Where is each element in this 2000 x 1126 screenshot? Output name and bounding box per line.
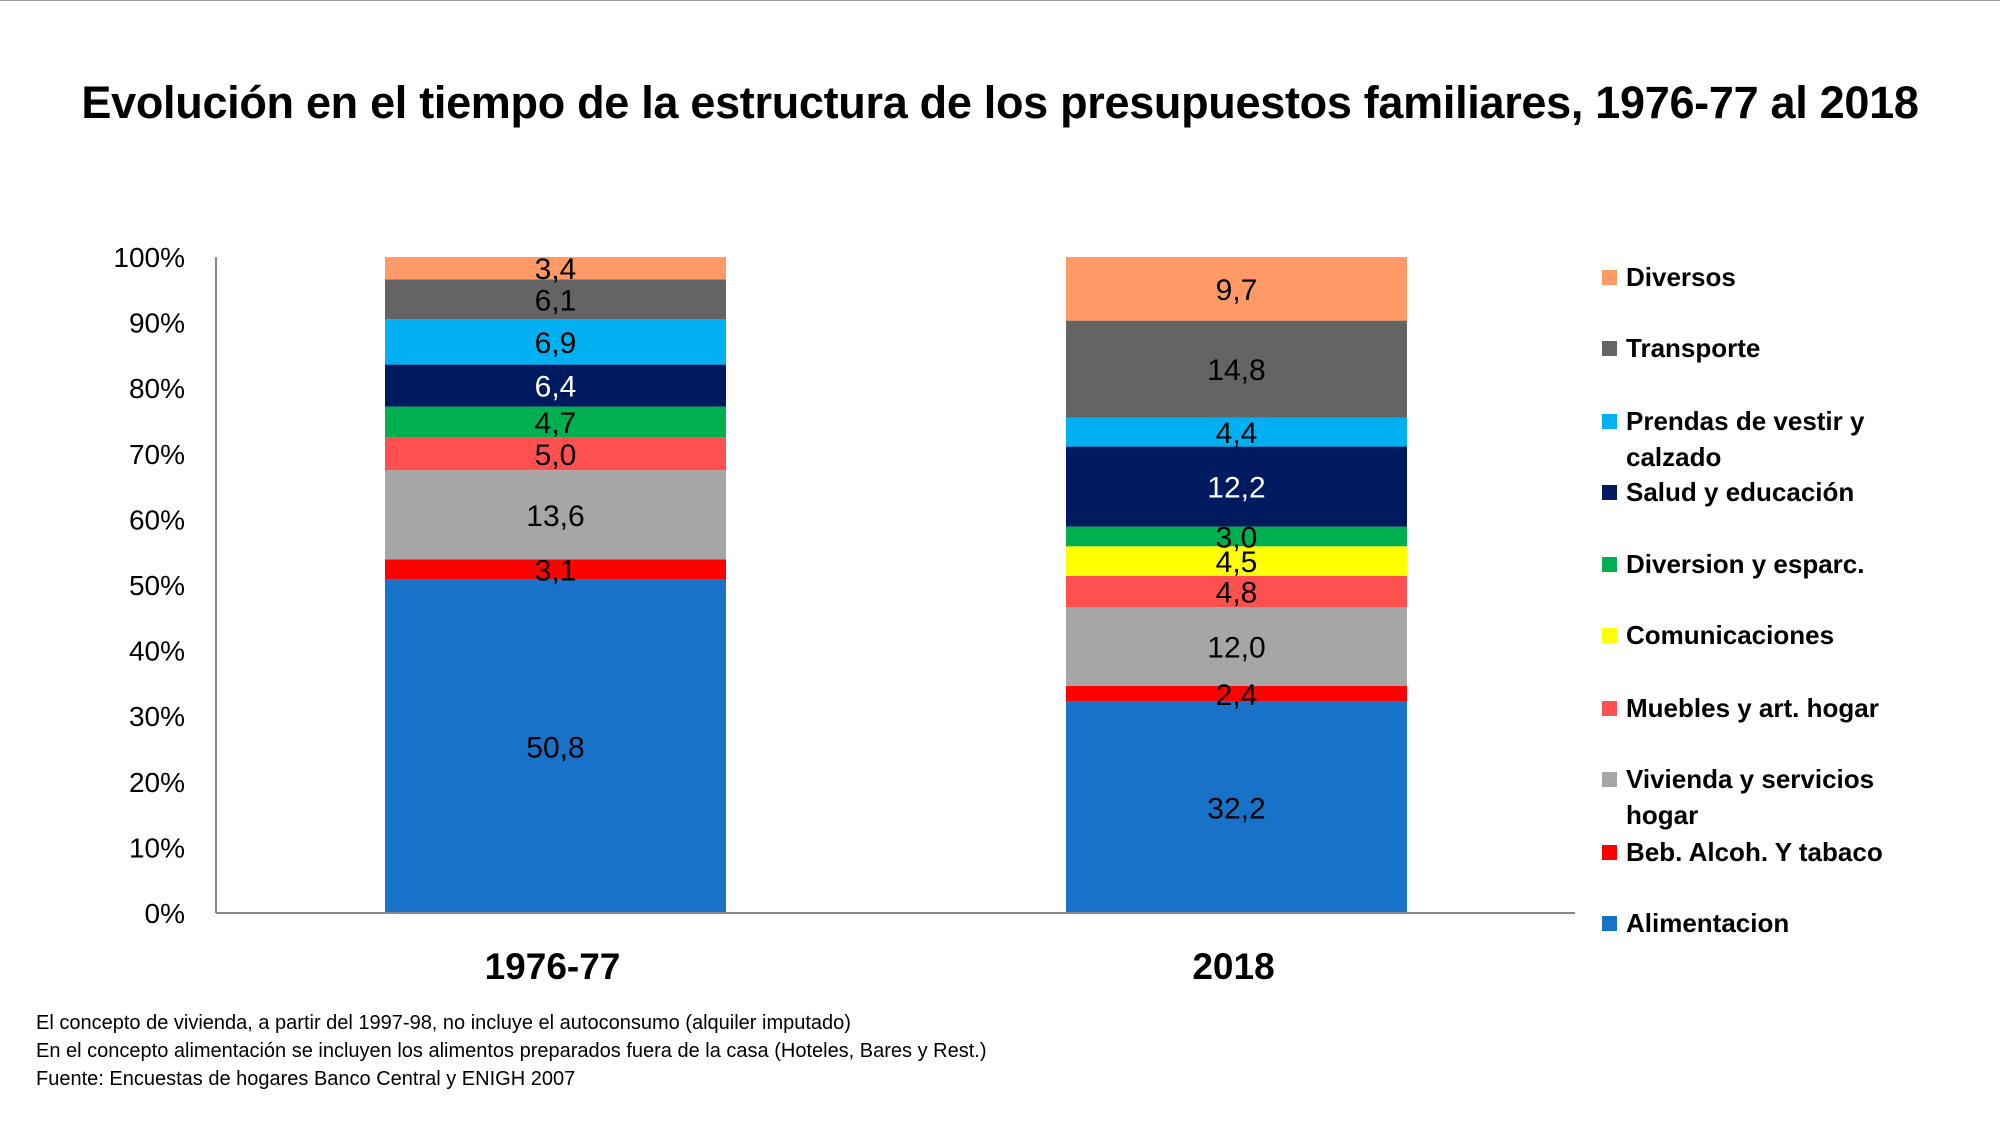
bar-segment	[385, 406, 726, 438]
bar-segment	[385, 437, 726, 471]
legend-swatch	[1602, 414, 1617, 429]
bar-segment	[1066, 446, 1407, 527]
data-label: 12,0	[1207, 632, 1265, 665]
y-tick-label: 10%	[129, 832, 185, 863]
footnote: Fuente: Encuestas de hogares Banco Centr…	[36, 1068, 576, 1090]
legend-label: Beb. Alcoh. Y tabaco	[1626, 837, 1883, 867]
x-tick-label: 1976-77	[485, 946, 621, 987]
bar-segment	[1066, 607, 1407, 687]
legend-label: Comunicaciones	[1626, 620, 1835, 650]
y-tick-label: 20%	[129, 767, 185, 798]
legend-swatch	[1602, 701, 1617, 716]
y-tick-label: 100%	[113, 242, 185, 273]
legend-swatch	[1602, 557, 1617, 572]
bar-segment	[385, 279, 726, 320]
data-label: 50,8	[526, 731, 584, 764]
chart-title: Evolución en el tiempo de la estructura …	[81, 77, 1919, 128]
data-label: 9,7	[1216, 274, 1258, 307]
y-tick-label: 40%	[129, 636, 185, 667]
y-tick-label: 50%	[129, 570, 185, 601]
y-tick-label: 90%	[129, 308, 185, 339]
bar-segment	[1066, 526, 1407, 547]
bar-segment	[1066, 546, 1407, 576]
bar-segment	[1066, 417, 1407, 447]
bar-segment	[1066, 320, 1407, 418]
y-tick-label: 60%	[129, 504, 185, 535]
data-label: 4,7	[535, 407, 577, 440]
bar-segment	[385, 319, 726, 365]
legend-label: Diversion y esparc.	[1626, 549, 1865, 579]
bar-segment	[385, 470, 726, 560]
data-label: 4,5	[1216, 546, 1258, 579]
y-tick-label: 0%	[145, 898, 185, 929]
data-label: 2,4	[1216, 679, 1258, 712]
bar-segment	[385, 559, 726, 580]
footnotes: El concepto de vivienda, a partir del 19…	[36, 1009, 987, 1093]
data-label: 32,2	[1207, 792, 1265, 825]
data-label: 6,1	[535, 284, 577, 317]
legend-swatch	[1602, 341, 1617, 356]
legend-label: Vivienda y servicios hogar	[1626, 764, 1875, 830]
bar-segment	[1066, 701, 1407, 913]
legend-swatch	[1602, 270, 1617, 285]
legend-label: Prendas de vestir y calzado	[1626, 406, 1865, 472]
data-label: 14,8	[1207, 354, 1265, 387]
data-label: 6,4	[535, 371, 577, 404]
bar-segment	[385, 579, 726, 913]
data-label: 4,8	[1216, 577, 1258, 610]
bar-segment	[1066, 575, 1407, 608]
bar-segment	[1066, 257, 1407, 321]
data-label: 3,4	[535, 253, 577, 286]
legend-label: Muebles y art. hogar	[1626, 693, 1879, 723]
footnote: En el concepto alimentación se incluyen …	[36, 1040, 987, 1062]
data-label: 5,0	[535, 439, 577, 472]
data-label: 3,1	[535, 555, 577, 588]
legend-label: Alimentacion	[1626, 908, 1790, 938]
legend-label: Diversos	[1626, 262, 1736, 292]
bar-segment	[385, 257, 726, 280]
legend-swatch	[1602, 845, 1617, 860]
x-tick-label: 2018	[1192, 946, 1274, 987]
data-label: 12,2	[1207, 472, 1265, 505]
y-tick-label: 70%	[129, 439, 185, 470]
legend-swatch	[1602, 772, 1617, 787]
data-label: 13,6	[526, 500, 584, 533]
bar-segment	[385, 364, 726, 407]
data-label: 3,0	[1216, 521, 1258, 554]
data-label: 4,4	[1216, 417, 1258, 450]
legend-swatch	[1602, 916, 1617, 931]
legend-label: Transporte	[1626, 333, 1761, 363]
legend-label: Salud y educación	[1626, 477, 1855, 507]
footnote: El concepto de vivienda, a partir del 19…	[36, 1012, 851, 1034]
data-label: 6,9	[535, 327, 577, 360]
legend-swatch	[1602, 628, 1617, 643]
y-tick-label: 80%	[129, 373, 185, 404]
legend-swatch	[1602, 485, 1617, 500]
y-tick-label: 30%	[129, 701, 185, 732]
bar-segment	[1066, 686, 1407, 702]
